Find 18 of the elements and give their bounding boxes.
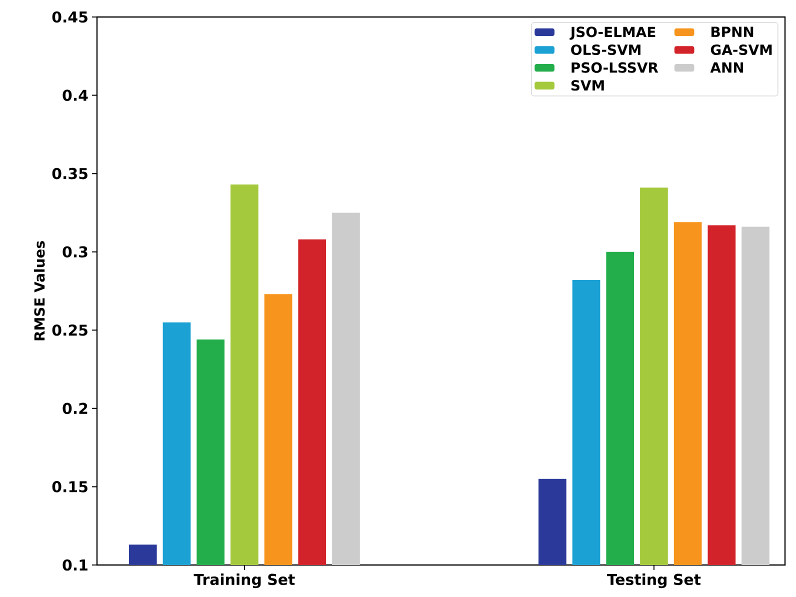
legend-label: SVM xyxy=(571,80,604,91)
y-tick-label: 0.45 xyxy=(52,11,88,23)
y-tick-label: 0.25 xyxy=(52,324,88,336)
legend-label: ANN xyxy=(710,62,744,73)
y-tick-label: 0.1 xyxy=(62,559,88,571)
x-tick-label: Testing Set xyxy=(606,574,701,588)
y-tick-label: 0.15 xyxy=(52,481,88,492)
y-tick-label: 0.2 xyxy=(62,402,88,414)
legend-label: BPNN xyxy=(711,26,754,37)
y-tick-label: 0.4 xyxy=(62,90,88,101)
x-tick-label: Training Set xyxy=(194,574,295,588)
legend-label: JSO-ELMAE xyxy=(570,26,656,40)
legend-label: PSO-LSSVR xyxy=(572,62,658,73)
legend-label: OLS-SVM xyxy=(571,44,640,56)
legend-label: GA-SVM xyxy=(710,44,772,56)
y-tick-label: 0.35 xyxy=(52,168,88,180)
y-tick-label: 0.3 xyxy=(62,246,88,258)
y-axis-title: RMSE Values xyxy=(34,241,45,340)
